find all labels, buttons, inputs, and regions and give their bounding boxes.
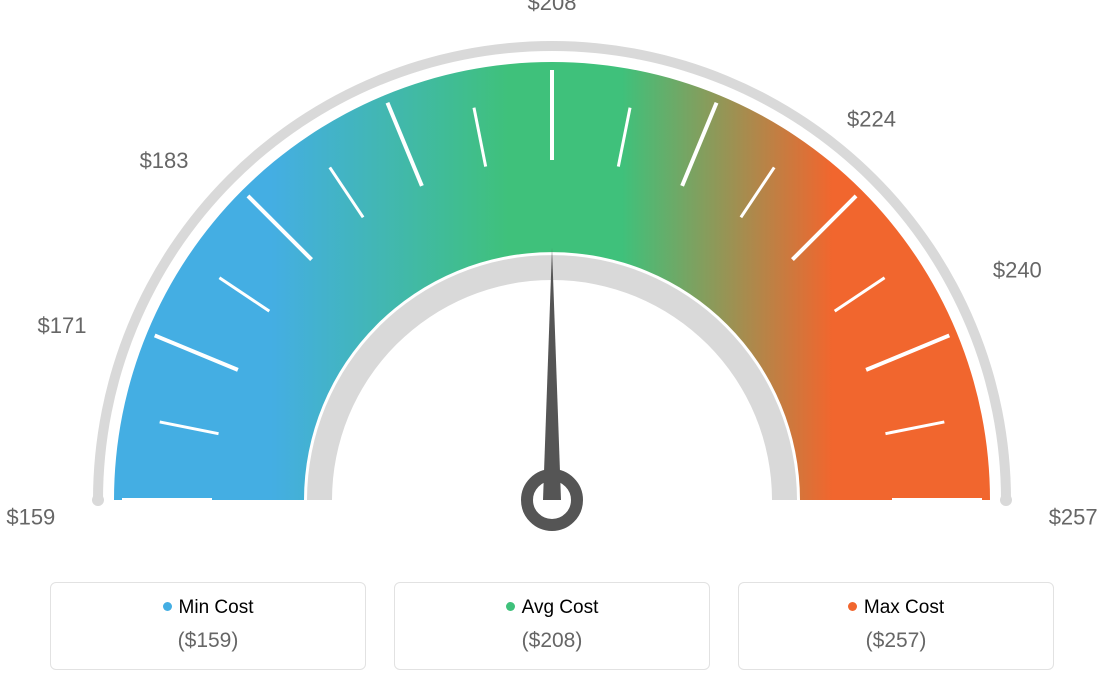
dot-icon xyxy=(163,602,172,611)
legend-max-card: Max Cost ($257) xyxy=(738,582,1054,670)
legend-max-value: ($257) xyxy=(749,629,1043,653)
svg-text:$183: $183 xyxy=(140,148,189,173)
dot-icon xyxy=(506,602,515,611)
svg-text:$208: $208 xyxy=(528,0,577,15)
legend-avg-value: ($208) xyxy=(405,629,699,653)
legend-min-value: ($159) xyxy=(61,629,355,653)
legend-avg-card: Avg Cost ($208) xyxy=(394,582,710,670)
legend-max-title: Max Cost xyxy=(749,597,1043,619)
legend-min-card: Min Cost ($159) xyxy=(50,582,366,670)
svg-text:$159: $159 xyxy=(6,504,55,529)
legend-max-label: Max Cost xyxy=(864,597,944,618)
legend-avg-title: Avg Cost xyxy=(405,597,699,619)
svg-text:$224: $224 xyxy=(847,106,896,131)
svg-text:$257: $257 xyxy=(1049,504,1098,529)
legend-row: Min Cost ($159) Avg Cost ($208) Max Cost… xyxy=(50,582,1054,670)
svg-text:$171: $171 xyxy=(38,313,87,338)
svg-text:$240: $240 xyxy=(993,258,1042,283)
legend-avg-label: Avg Cost xyxy=(522,597,599,618)
cost-gauge-chart: $159 $171 $183 $208 $224 $240 $257 xyxy=(0,0,1104,560)
legend-min-title: Min Cost xyxy=(61,597,355,619)
dot-icon xyxy=(848,602,857,611)
legend-min-label: Min Cost xyxy=(179,597,254,618)
